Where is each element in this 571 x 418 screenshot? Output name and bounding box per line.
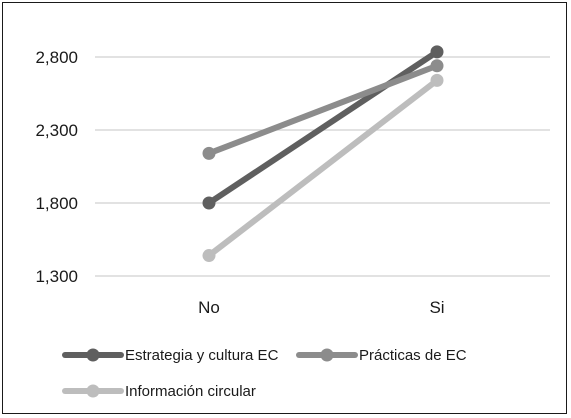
legend-label: Prácticas de EC [359,347,467,364]
data-point [430,59,444,73]
y-tick-label: 2,300 [35,121,78,140]
data-point [430,45,444,59]
chart-frame [2,2,567,414]
legend-entry: Prácticas de EC [296,347,467,364]
series-line [206,62,440,157]
legend: Estrategia y cultura EC Prácticas de EC In… [62,347,467,400]
legend-swatch-marker [320,348,334,362]
series-line [206,48,440,206]
series-3 [202,73,444,263]
x-axis-tick-labels: No Si [198,298,444,317]
data-point [202,146,216,160]
legend-entry: Información circular [62,383,256,400]
y-axis-tick-labels: 1,300 1,800 2,300 2,800 [35,48,78,286]
data-point [430,73,444,87]
series-1 [202,45,444,210]
data-point [202,196,216,210]
legend-label: Información circular [125,383,256,400]
series-lines [202,45,444,263]
legend-swatch-marker [86,348,100,362]
y-tick-label: 1,800 [35,194,78,213]
x-tick-label: No [198,298,220,317]
data-point [202,249,216,263]
x-tick-label: Si [429,298,444,317]
legend-swatch-marker [86,384,100,398]
series-line [206,77,440,259]
legend-label: Estrategia y cultura EC [125,347,279,364]
y-tick-label: 1,300 [35,267,78,286]
y-tick-label: 2,800 [35,48,78,67]
legend-entry: Estrategia y cultura EC [62,347,279,364]
series-2 [202,59,444,160]
